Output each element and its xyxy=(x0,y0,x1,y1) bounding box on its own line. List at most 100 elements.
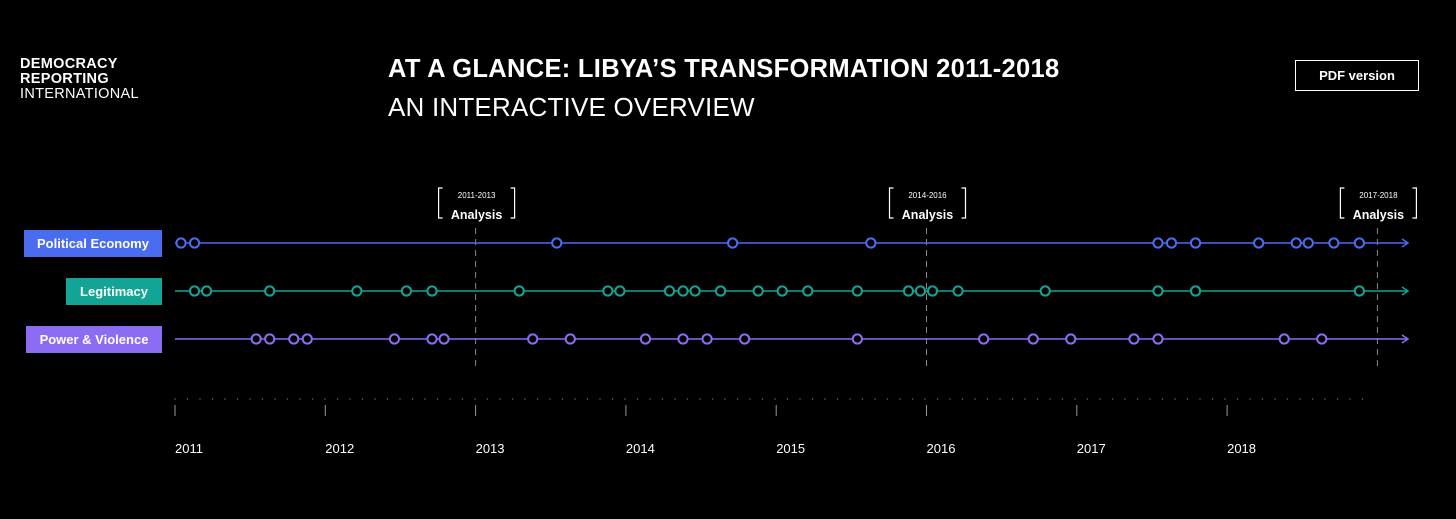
axis-dot xyxy=(1011,398,1014,400)
event-marker[interactable] xyxy=(1065,333,1077,345)
event-marker[interactable] xyxy=(1189,237,1202,249)
axis-dot xyxy=(1224,398,1226,400)
event-marker[interactable] xyxy=(426,285,438,297)
event-marker[interactable] xyxy=(400,285,413,297)
analysis-link[interactable]: Analysis xyxy=(451,208,502,222)
event-marker[interactable] xyxy=(952,285,964,297)
axis-dot xyxy=(911,398,914,400)
event-marker[interactable] xyxy=(351,285,363,297)
event-marker[interactable] xyxy=(865,237,877,249)
event-marker[interactable] xyxy=(175,237,187,249)
event-marker[interactable] xyxy=(1328,237,1340,249)
axis-dot xyxy=(1036,398,1039,400)
axis-dot xyxy=(399,398,401,400)
event-marker[interactable] xyxy=(1316,333,1328,345)
event-marker[interactable] xyxy=(288,333,300,345)
event-marker[interactable] xyxy=(551,237,563,249)
event-marker[interactable] xyxy=(677,333,689,345)
event-marker[interactable] xyxy=(914,285,927,297)
axis-dot xyxy=(786,398,789,400)
event-marker[interactable] xyxy=(851,333,863,345)
axis-dot xyxy=(1261,398,1264,400)
event-marker[interactable] xyxy=(752,285,764,297)
category-power-violence[interactable]: Power & Violence xyxy=(26,326,162,353)
event-marker[interactable] xyxy=(614,285,626,297)
analysis-period-range: 2014-2016 xyxy=(908,191,947,200)
analysis-link[interactable]: Analysis xyxy=(902,208,953,222)
event-marker[interactable] xyxy=(902,285,915,297)
year-label: 2013 xyxy=(476,441,505,456)
analysis-link[interactable]: Analysis xyxy=(1353,208,1404,222)
event-marker[interactable] xyxy=(1152,285,1164,297)
pdf-version-button[interactable]: PDF version xyxy=(1295,60,1419,91)
event-marker[interactable] xyxy=(851,285,863,297)
category-legitimacy[interactable]: Legitimacy xyxy=(66,278,162,305)
event-marker[interactable] xyxy=(1353,237,1365,249)
event-marker[interactable] xyxy=(1027,333,1039,345)
event-marker[interactable] xyxy=(388,333,401,345)
year-label: 2016 xyxy=(927,441,956,456)
event-marker[interactable] xyxy=(250,333,262,345)
event-marker[interactable] xyxy=(426,333,438,345)
event-marker[interactable] xyxy=(1152,333,1164,345)
axis-dot xyxy=(186,398,189,400)
event-marker[interactable] xyxy=(527,333,539,345)
event-marker[interactable] xyxy=(1039,285,1051,297)
event-marker[interactable] xyxy=(1353,285,1365,297)
event-marker[interactable] xyxy=(776,285,788,297)
event-marker[interactable] xyxy=(1152,237,1164,249)
event-marker[interactable] xyxy=(602,285,614,297)
event-marker[interactable] xyxy=(188,285,201,297)
event-marker[interactable] xyxy=(802,285,814,297)
event-marker[interactable] xyxy=(1128,333,1140,345)
category-political-economy[interactable]: Political Economy xyxy=(24,230,162,257)
axis-dot xyxy=(261,398,264,400)
event-marker[interactable] xyxy=(1302,237,1314,249)
axis-dot xyxy=(386,398,389,400)
axis-dot xyxy=(761,398,764,400)
axis-dot xyxy=(349,398,351,400)
event-marker[interactable] xyxy=(677,285,689,297)
axis-dot xyxy=(1174,398,1176,400)
axis-dot xyxy=(974,398,976,400)
event-marker[interactable] xyxy=(978,333,990,345)
axis-dot xyxy=(224,398,226,400)
axis-dot xyxy=(474,398,476,400)
logo-line-1: DEMOCRACY xyxy=(20,56,118,72)
event-marker[interactable] xyxy=(727,237,739,249)
event-marker[interactable] xyxy=(701,333,713,345)
event-marker[interactable] xyxy=(264,285,276,297)
axis-dot xyxy=(936,398,939,400)
event-marker[interactable] xyxy=(564,333,576,345)
logo-line-2: REPORTING xyxy=(20,71,109,87)
event-marker[interactable] xyxy=(438,333,450,345)
axis-dot xyxy=(549,398,551,400)
event-marker[interactable] xyxy=(513,285,525,297)
axis-dot xyxy=(636,398,639,400)
event-marker[interactable] xyxy=(1253,237,1265,249)
bracket-right xyxy=(1412,187,1417,219)
event-marker[interactable] xyxy=(714,285,727,297)
axis-dot xyxy=(236,398,239,400)
series-arrow xyxy=(1401,334,1410,344)
event-marker[interactable] xyxy=(1189,285,1202,297)
event-marker[interactable] xyxy=(188,237,201,249)
dri-logo[interactable]: DEMOCRACY REPORTING INTERNATIONAL xyxy=(20,57,139,102)
event-marker[interactable] xyxy=(639,333,652,345)
page-subtitle: AN INTERACTIVE OVERVIEW xyxy=(388,92,755,122)
event-marker[interactable] xyxy=(1165,237,1178,249)
event-marker[interactable] xyxy=(264,333,276,345)
event-marker[interactable] xyxy=(739,333,751,345)
event-marker[interactable] xyxy=(689,285,701,297)
event-marker[interactable] xyxy=(1290,237,1302,249)
axis-dot xyxy=(649,398,651,400)
event-marker[interactable] xyxy=(1278,333,1290,345)
analysis-period-range: 2011-2013 xyxy=(458,191,496,200)
event-marker[interactable] xyxy=(926,285,939,297)
axis-dot xyxy=(1236,398,1239,400)
event-marker[interactable] xyxy=(301,333,313,345)
axis-dot xyxy=(849,398,851,400)
event-marker[interactable] xyxy=(663,285,676,297)
axis-dot xyxy=(374,398,376,400)
event-marker[interactable] xyxy=(200,285,213,297)
